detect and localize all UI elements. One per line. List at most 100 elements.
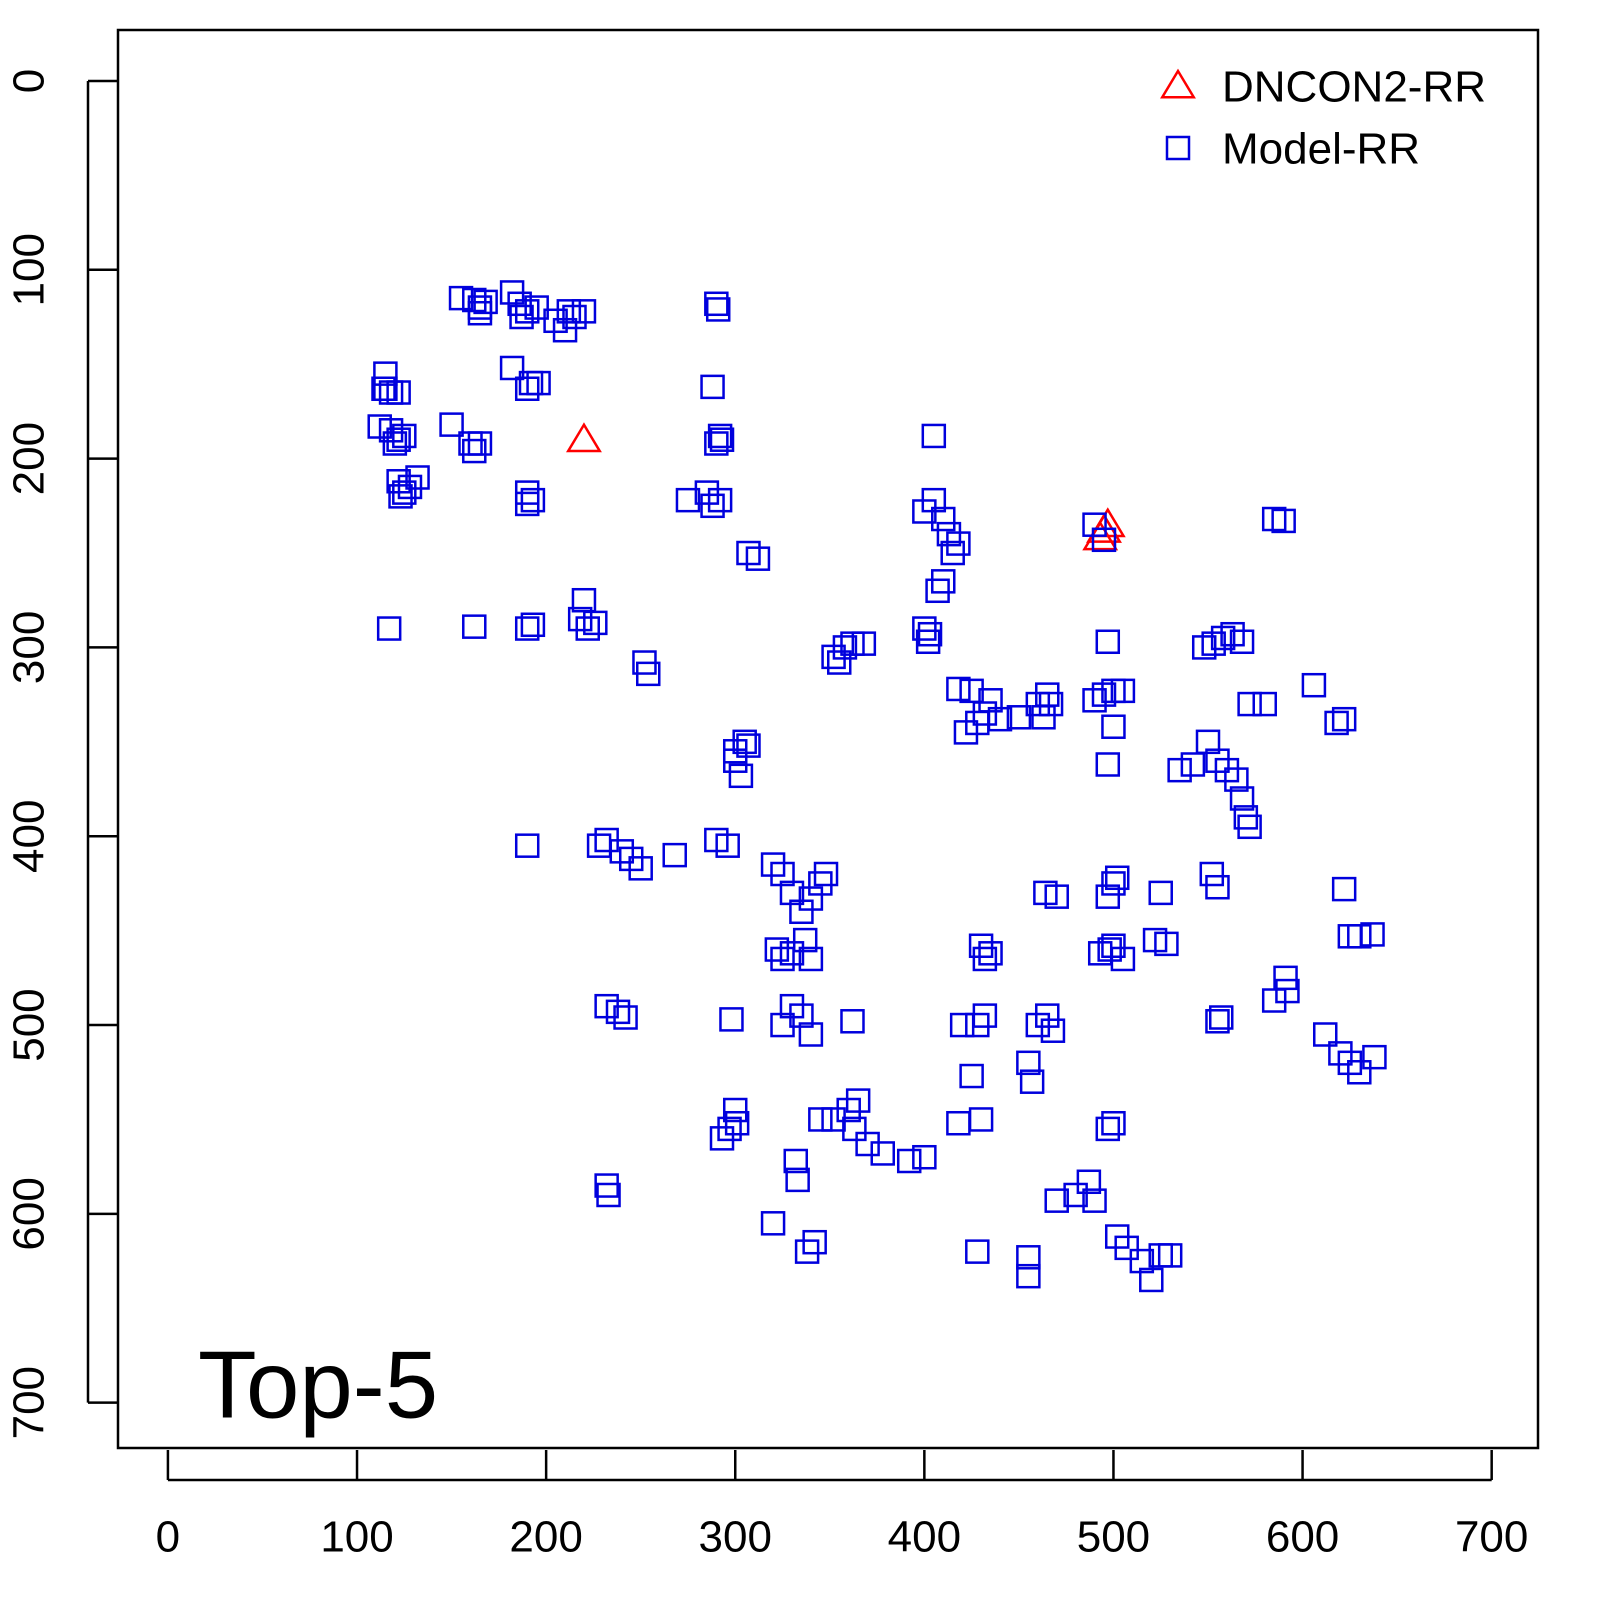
point: [628, 856, 653, 881]
point: [694, 480, 720, 505]
point: [1210, 625, 1236, 651]
point: [1091, 527, 1117, 553]
point: [514, 491, 540, 517]
point: [1097, 937, 1122, 962]
point: [770, 861, 795, 887]
y-tick-label: 300: [5, 611, 54, 684]
point: [915, 629, 941, 655]
x-tick-label: 0: [156, 1513, 180, 1562]
point: [1101, 1110, 1126, 1136]
point: [1360, 922, 1385, 947]
point: [987, 706, 1013, 732]
point: [728, 763, 754, 789]
point: [1229, 629, 1255, 655]
point: [1076, 1169, 1102, 1195]
point: [662, 842, 687, 868]
point: [732, 729, 757, 755]
point: [371, 376, 396, 401]
point: [821, 1107, 846, 1132]
point: [520, 612, 546, 638]
point: [832, 635, 858, 660]
point: [514, 833, 540, 858]
point: [1040, 1018, 1066, 1043]
point: [736, 540, 761, 566]
point: [613, 1005, 638, 1030]
point: [1167, 757, 1192, 783]
point: [1301, 672, 1327, 698]
point: [700, 493, 725, 519]
point: [405, 465, 430, 490]
x-tick-label: 100: [320, 1513, 393, 1562]
point: [736, 733, 761, 758]
point: [709, 1126, 735, 1151]
point: [1362, 1044, 1387, 1070]
point: [946, 1110, 971, 1136]
point: [965, 1239, 990, 1264]
point: [386, 380, 411, 405]
x-tick-label: 400: [888, 1513, 961, 1562]
legend-marker: [1165, 135, 1191, 161]
point: [779, 993, 805, 1019]
legend-label: DNCON2-RR: [1222, 63, 1486, 112]
point: [717, 1116, 742, 1142]
point: [1016, 1050, 1041, 1076]
point: [936, 521, 962, 547]
point: [1205, 748, 1230, 773]
point: [851, 631, 877, 656]
point: [1208, 1005, 1234, 1030]
point: [448, 285, 474, 311]
point: [808, 871, 833, 896]
point: [704, 431, 729, 456]
x-tick-label: 500: [1077, 1513, 1150, 1562]
point: [798, 946, 824, 972]
point: [1324, 710, 1349, 736]
point: [798, 886, 824, 911]
point: [1331, 876, 1357, 902]
point: [462, 438, 487, 464]
x-tick-label: 600: [1266, 1513, 1339, 1562]
point: [552, 317, 578, 343]
point: [1313, 1022, 1338, 1047]
point: [1095, 1116, 1121, 1142]
point: [1347, 924, 1372, 949]
point: [802, 1229, 827, 1255]
point: [636, 661, 661, 687]
point: [1091, 682, 1117, 707]
point: [925, 578, 950, 604]
point: [386, 427, 411, 452]
point: [921, 423, 947, 449]
point: [722, 1097, 748, 1123]
point: [1019, 1069, 1045, 1094]
point: [1237, 691, 1262, 717]
point: [764, 937, 790, 962]
point: [1025, 1012, 1051, 1038]
point: [1180, 752, 1206, 777]
point: [1252, 691, 1277, 717]
point: [1233, 805, 1259, 830]
point: [845, 1088, 871, 1113]
point: [392, 480, 417, 505]
point: [705, 297, 731, 322]
point: [722, 739, 748, 764]
plot-frame: [116, 28, 1540, 1450]
point: [792, 927, 818, 953]
point: [1201, 631, 1226, 656]
point: [912, 616, 937, 641]
point: [789, 1003, 814, 1028]
point: [1229, 786, 1255, 811]
point: [1273, 965, 1298, 991]
point: [722, 748, 748, 773]
point: [745, 546, 771, 571]
point: [779, 941, 805, 966]
point: [586, 833, 612, 858]
point: [921, 487, 947, 513]
point: [836, 1097, 861, 1123]
point: [514, 616, 540, 641]
point: [912, 1144, 937, 1170]
point: [1191, 635, 1217, 660]
point: [1157, 1243, 1183, 1268]
point: [1110, 678, 1136, 704]
point: [467, 431, 493, 456]
point: [562, 304, 587, 330]
